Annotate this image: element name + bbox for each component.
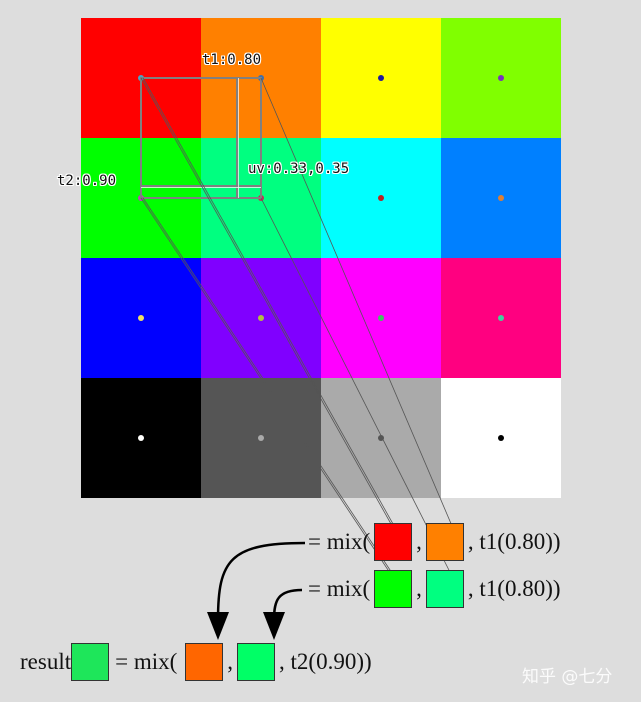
t1-label: t1:0.80 bbox=[202, 52, 262, 68]
swatch-red bbox=[374, 523, 413, 561]
sample-dot bbox=[498, 75, 504, 81]
grid-cell bbox=[321, 378, 441, 498]
mix-suffix: , t2(0.90)) bbox=[279, 649, 372, 674]
result-label: result bbox=[20, 649, 72, 674]
sample-dot bbox=[498, 315, 504, 321]
separator: , bbox=[416, 529, 422, 554]
equation-row2: = mix( , , t1(0.80)) bbox=[308, 570, 561, 608]
equation-result: result = mix( , , t2(0.90)) bbox=[20, 643, 372, 681]
swatch-spring-green bbox=[425, 570, 464, 608]
sample-dot bbox=[138, 435, 144, 441]
mix-suffix: , t1(0.80)) bbox=[467, 529, 561, 554]
swatch-green-mix bbox=[237, 643, 276, 681]
grid-cell bbox=[441, 18, 561, 138]
equation-row1: = mix( , , t1(0.80)) bbox=[308, 523, 561, 561]
sample-box bbox=[140, 77, 262, 199]
grid-cell bbox=[201, 378, 321, 498]
grid-cell bbox=[81, 378, 201, 498]
sample-dot bbox=[378, 315, 384, 321]
swatch-result bbox=[71, 643, 110, 681]
mix-prefix: = mix( bbox=[308, 529, 371, 554]
mix-suffix: , t1(0.80)) bbox=[467, 576, 561, 601]
swatch-green bbox=[374, 570, 413, 608]
sample-dot bbox=[258, 315, 264, 321]
grid-cell bbox=[441, 138, 561, 258]
sample-dot bbox=[258, 435, 264, 441]
arrow-row1-to-result bbox=[216, 541, 306, 621]
grid-cell bbox=[441, 378, 561, 498]
grid-cell bbox=[441, 258, 561, 378]
t2-label: t2:0.90 bbox=[57, 173, 117, 189]
swatch-orange bbox=[425, 523, 464, 561]
grid-cell bbox=[321, 138, 441, 258]
mix-prefix: = mix( bbox=[115, 649, 178, 674]
separator: , bbox=[227, 649, 234, 674]
sample-dot bbox=[378, 75, 384, 81]
grid-cell bbox=[321, 258, 441, 378]
sample-dot bbox=[498, 195, 504, 201]
watermark: 知乎 @七分 bbox=[522, 667, 613, 687]
separator: , bbox=[416, 576, 422, 601]
sample-dot bbox=[138, 315, 144, 321]
uv-label: uv:0.33,0.35 bbox=[248, 161, 350, 177]
leader-lines bbox=[140, 77, 459, 589]
sample-dot bbox=[378, 435, 384, 441]
grid-cell bbox=[321, 18, 441, 138]
sample-dot bbox=[498, 435, 504, 441]
grid-cell bbox=[81, 258, 201, 378]
swatch-orange-mix bbox=[185, 643, 224, 681]
mix-prefix: = mix( bbox=[308, 576, 371, 601]
sample-dot bbox=[378, 195, 384, 201]
